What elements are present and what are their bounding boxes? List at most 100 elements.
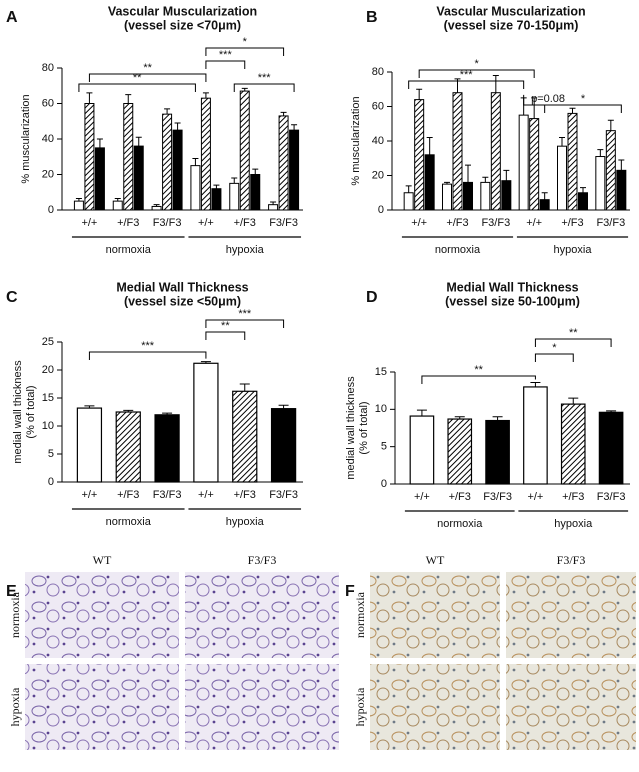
error-bar (426, 137, 433, 155)
bar (162, 113, 173, 211)
y-tick-label: 0 (48, 204, 54, 216)
error-bar (530, 381, 541, 387)
x-tick-label: +/F3 (561, 217, 583, 229)
group-label: hypoxia (554, 518, 593, 530)
micrograph (370, 664, 500, 750)
micrograph (25, 572, 179, 658)
bar (229, 182, 240, 211)
significance-label: * (243, 36, 248, 48)
x-tick-label: +/+ (198, 217, 214, 229)
micrograph (185, 572, 339, 658)
bar (595, 156, 606, 211)
panel-letter: B (366, 9, 378, 26)
significance-label: * (581, 93, 586, 105)
x-tick-label: +/F3 (449, 491, 471, 503)
bar (268, 204, 279, 211)
x-tick-label: +/+ (414, 491, 430, 503)
panel-letter: A (6, 9, 18, 26)
bar (84, 103, 95, 211)
y-axis-label: medial wall thickness (345, 376, 357, 480)
error-bar (200, 361, 211, 364)
significance-bracket (418, 69, 535, 78)
significance-bracket (205, 47, 285, 56)
significance-label: ** (221, 320, 230, 332)
y-tick-label: 25 (42, 336, 54, 348)
significance-label: ** (474, 364, 483, 376)
error-bar (153, 204, 160, 207)
bar (557, 145, 567, 211)
error-bar (492, 74, 499, 93)
x-tick-label: +/F3 (234, 489, 256, 501)
panel-letter: F (345, 583, 355, 600)
bar (605, 130, 616, 211)
group-label: hypoxia (226, 516, 265, 528)
chart-subtitle: (vessel size <70μm) (124, 18, 241, 32)
y-tick-label: 15 (42, 392, 54, 404)
significance-bracket (408, 80, 525, 89)
y-axis-label: medial wall thickness (12, 360, 24, 464)
row-label: normoxia (8, 591, 22, 638)
significance-bracket (88, 351, 207, 360)
bar (190, 165, 201, 211)
y-axis-label: % muscularization (350, 96, 362, 185)
bar (270, 408, 297, 483)
bar (76, 407, 103, 483)
chart-subtitle: (vessel size 50-100μm) (445, 294, 580, 308)
x-tick-label: F3/F3 (269, 217, 298, 229)
y-tick-label: 0 (378, 204, 384, 216)
bar (289, 129, 300, 211)
column-label: WT (93, 553, 112, 567)
x-tick-label: F3/F3 (596, 217, 625, 229)
x-tick-label: +/+ (527, 491, 543, 503)
x-tick-label: F3/F3 (269, 489, 298, 501)
error-bar (241, 87, 248, 92)
bar (501, 180, 512, 211)
significance-label: *** (141, 340, 155, 352)
bar (211, 188, 222, 211)
y-tick-label: 40 (372, 135, 384, 147)
bar (578, 192, 588, 211)
significance-bracket (534, 353, 574, 362)
error-bar (580, 187, 586, 193)
error-bar (291, 124, 298, 131)
bar (133, 145, 144, 211)
bar (409, 415, 435, 485)
bar (278, 115, 289, 211)
x-tick-label: F3/F3 (481, 217, 510, 229)
x-tick-label: F3/F3 (483, 491, 512, 503)
chart-title: Vascular Muscularization (436, 4, 585, 18)
significance-label: * (475, 58, 480, 70)
error-bar (174, 122, 181, 131)
y-tick-label: 5 (48, 448, 54, 460)
error-bar (280, 111, 287, 116)
group-label: normoxia (437, 518, 483, 530)
row-label: hypoxia (8, 687, 22, 726)
group-label: hypoxia (226, 244, 265, 256)
bar (523, 386, 548, 485)
bar (154, 414, 180, 483)
x-tick-label: +/+ (411, 217, 427, 229)
error-bar (123, 409, 134, 412)
error-bar (569, 107, 576, 114)
row-label: normoxia (353, 591, 367, 638)
column-label: WT (426, 553, 445, 567)
chart-title: Vascular Muscularization (108, 4, 257, 18)
error-bar (597, 149, 604, 157)
error-bar (75, 197, 82, 202)
x-tick-label: F3/F3 (597, 491, 626, 503)
chart-title: Medial Wall Thickness (116, 280, 248, 294)
error-bar (607, 119, 614, 131)
error-bar (164, 108, 171, 115)
error-bar (96, 138, 103, 148)
error-bar (231, 177, 238, 184)
bar (560, 403, 586, 485)
error-bar (135, 136, 142, 147)
micrograph (25, 664, 179, 750)
y-tick-label: 0 (381, 478, 387, 490)
bar (172, 129, 183, 211)
significance-bracket (205, 60, 246, 69)
bar (463, 181, 473, 211)
x-tick-label: +/+ (526, 217, 542, 229)
error-bar (239, 383, 250, 392)
x-tick-label: +/F3 (234, 217, 256, 229)
